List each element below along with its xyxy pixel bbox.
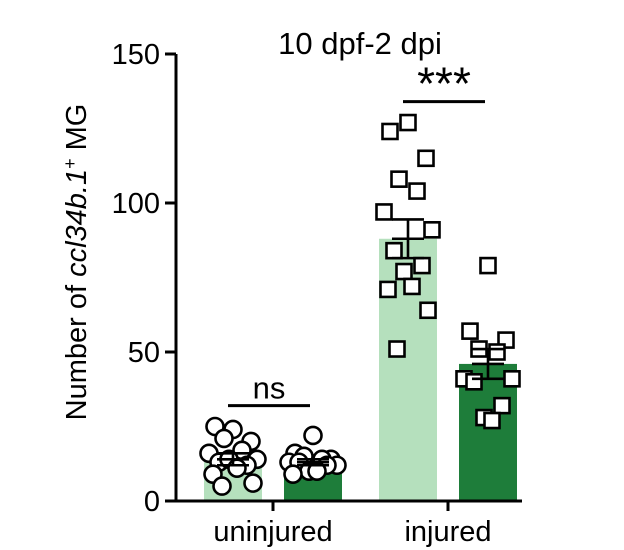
data-point — [399, 113, 417, 132]
data-point — [227, 458, 247, 479]
data-point — [388, 340, 406, 358]
y-axis-label: Number of ccl34b.1+ MG — [60, 104, 93, 421]
axes-layer: 0 50 100 150 uninjured injured — [112, 39, 522, 548]
data-point — [390, 170, 408, 188]
data-point — [243, 473, 263, 493]
data-point — [212, 476, 232, 496]
data-point — [479, 256, 497, 275]
data-point — [385, 241, 403, 260]
data-point — [379, 280, 397, 299]
y-tick-label: 150 — [112, 39, 160, 71]
data-point — [413, 256, 431, 275]
data-point — [395, 262, 413, 281]
y-axis-label-suffix: MG — [61, 104, 93, 159]
y-axis-label-superscript: + — [60, 158, 80, 169]
x-tick-label: injured — [404, 516, 491, 548]
data-point — [483, 411, 501, 430]
data-point — [461, 322, 479, 340]
data-point — [408, 182, 426, 200]
error-bar — [472, 347, 504, 381]
significance-label: *** — [417, 58, 471, 110]
data-point — [465, 372, 483, 391]
error-bar — [297, 457, 329, 467]
y-axis-label-prefix: Number of — [61, 277, 93, 420]
data-point — [283, 464, 303, 484]
data-point — [493, 396, 511, 415]
x-tick-label: uninjured — [213, 516, 332, 548]
y-axis-label-gene: ccl34b.1 — [61, 169, 93, 277]
data-point — [488, 343, 506, 361]
error-bar — [217, 452, 249, 467]
error-bar — [392, 218, 424, 260]
data-point — [381, 122, 399, 141]
y-tick-label: 50 — [128, 337, 160, 369]
significance-label: ns — [253, 371, 286, 406]
data-point — [214, 428, 234, 449]
y-tick-label: 0 — [144, 486, 160, 518]
data-point — [419, 301, 437, 320]
data-point — [503, 370, 521, 388]
data-point — [417, 149, 435, 168]
data-point — [375, 203, 393, 221]
data-point — [303, 425, 323, 446]
annotations-layer: ns *** — [228, 58, 485, 408]
data-point — [423, 221, 441, 239]
data-point — [403, 277, 421, 296]
chart-title: 10 dpf-2 dpi — [278, 26, 442, 61]
points-layer — [199, 113, 521, 496]
y-tick-label: 100 — [112, 188, 160, 220]
